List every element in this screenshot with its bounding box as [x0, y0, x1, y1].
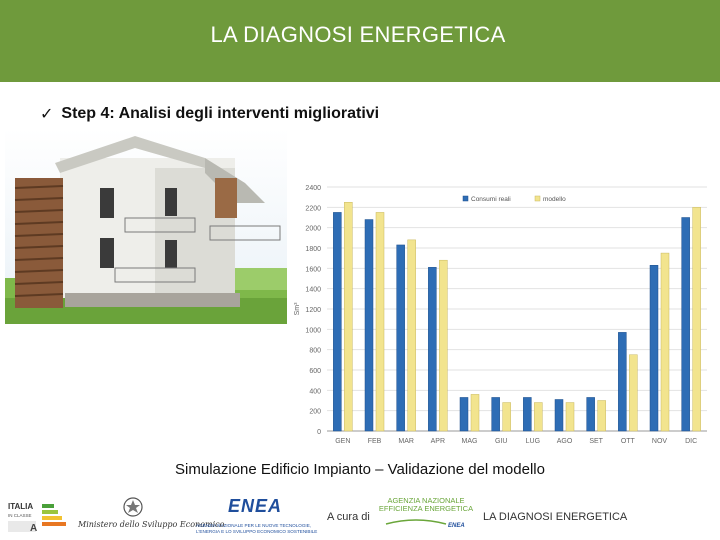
ministero-label: Ministero dello Sviluppo Economico: [78, 520, 225, 529]
italia-logo-subtitle: IN CLASSE: [8, 513, 32, 518]
slide-title: LA DIAGNOSI ENERGETICA: [210, 22, 506, 47]
legend-label: modello: [543, 196, 566, 203]
footer-title: LA DIAGNOSI ENERGETICA: [483, 511, 628, 523]
legend-swatch: [462, 195, 469, 202]
bar-modello: [407, 239, 416, 432]
y-tick-label: 0: [317, 429, 321, 436]
bar-reali: [459, 397, 469, 432]
bar-modello: [629, 354, 638, 432]
y-tick-label: 600: [309, 368, 321, 375]
bar-reali: [681, 217, 690, 432]
a-cura-di-label: A cura di: [327, 511, 370, 523]
enea-logo: ENEA AGENZIA NAZIONALE PER LE NUOVE TECN…: [192, 496, 320, 536]
bar-modello: [534, 402, 543, 432]
y-tick-label: 2000: [305, 226, 321, 233]
emblem-icon: [123, 497, 143, 517]
x-tick-label: FEB: [368, 438, 382, 445]
footer: ITALIA IN CLASSE A Ministero dello Svilu…: [0, 490, 720, 540]
step-label: Step 4: Analisi degli interventi miglior…: [61, 105, 380, 122]
bar-reali: [364, 219, 374, 432]
bar-modello: [597, 400, 606, 432]
chart-caption: Simulazione Edificio Impianto – Validazi…: [175, 461, 545, 478]
x-tick-label: NOV: [652, 438, 668, 445]
italia-logo-word: ITALIA: [8, 502, 33, 511]
ministero-logo: Ministero dello Sviluppo Economico: [78, 496, 225, 534]
checkmark-icon: ✓: [40, 106, 54, 123]
bar-modello: [375, 212, 385, 432]
bar-reali: [649, 265, 659, 432]
y-tick-label: 1200: [305, 307, 321, 314]
bar-reali: [586, 397, 595, 432]
agenzia-enea-mark: ENEA: [448, 523, 465, 529]
y-tick-label: 200: [309, 409, 321, 416]
italia-logo-class: A: [30, 523, 37, 534]
bar-modello: [344, 202, 353, 432]
header-bar: LA DIAGNOSI ENERGETICA: [0, 0, 720, 82]
bar-modello: [439, 259, 448, 432]
bar-modello: [692, 207, 701, 432]
x-tick-label: OTT: [621, 438, 636, 445]
agenzia-efficienza-logo: AGENZIA NAZIONALE EFFICIENZA ENERGETICA …: [376, 494, 476, 534]
bar-modello: [660, 252, 670, 432]
y-tick-label: 1600: [305, 266, 321, 273]
bar-reali: [618, 332, 627, 432]
y-tick-label: 2400: [305, 185, 321, 192]
bar-modello: [565, 402, 575, 432]
bar-modello: [502, 402, 511, 432]
swoosh-icon: [385, 519, 447, 525]
x-tick-label: APR: [431, 438, 445, 445]
enea-line1: AGENZIA NAZIONALE PER LE NUOVE TECNOLOGI…: [196, 523, 312, 528]
x-tick-label: GEN: [335, 438, 350, 445]
agenzia-line1: AGENZIA NAZIONALE: [387, 496, 465, 505]
x-tick-label: MAG: [462, 438, 478, 445]
y-tick-label: 1000: [305, 327, 321, 334]
enea-line2: L'ENERGIA E LO SVILUPPO ECONOMICO SOSTEN…: [196, 529, 318, 534]
bar-reali: [428, 267, 437, 432]
agenzia-line2: EFFICIENZA ENERGETICA: [378, 504, 474, 513]
x-tick-label: DIC: [685, 438, 697, 445]
x-tick-label: AGO: [557, 438, 573, 445]
x-tick-label: GIU: [495, 438, 507, 445]
bar-reali: [491, 397, 500, 432]
consumption-chart: 0 200 400 600 800 1000 1200 1400 1600 1800 2000 220…: [287, 173, 718, 456]
y-tick-label: 1400: [305, 287, 321, 294]
x-tick-label: MAR: [398, 438, 414, 445]
bar-reali: [554, 399, 564, 432]
y-tick-label: 2200: [305, 205, 321, 212]
y-tick-label: 1800: [305, 246, 321, 253]
italia-in-classe-a-logo: ITALIA IN CLASSE A: [6, 498, 68, 534]
bar-reali: [523, 397, 532, 432]
legend-swatch: [534, 195, 541, 202]
y-tick-label: 400: [309, 388, 321, 395]
bar-reali: [396, 244, 405, 432]
bar-modello: [470, 394, 480, 432]
legend-label: Consumi reali: [471, 196, 511, 203]
building-photo: [5, 128, 287, 324]
x-tick-label: LUG: [526, 438, 540, 445]
y-tick-label: 800: [309, 348, 321, 355]
x-tick-label: SET: [589, 438, 603, 445]
y-axis-label: Sm³: [294, 302, 301, 316]
bar-reali: [333, 212, 342, 432]
step-heading: ✓ Step 4: Analisi degli interventi migli…: [40, 104, 379, 124]
enea-word: ENEA: [228, 496, 283, 516]
